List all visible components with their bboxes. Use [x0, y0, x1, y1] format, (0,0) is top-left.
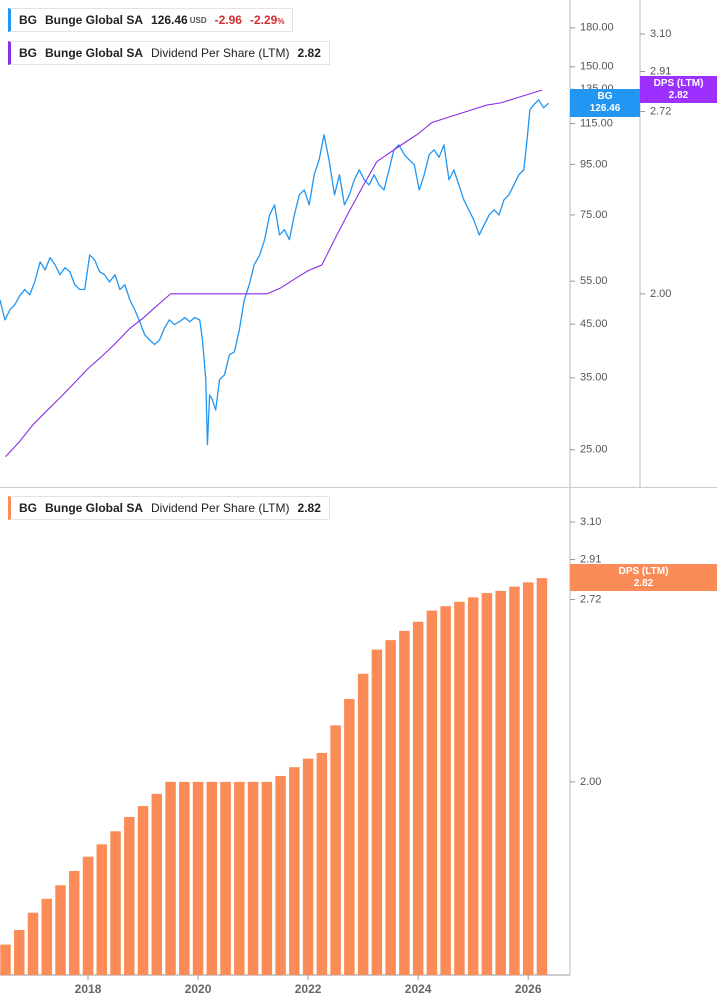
- y-tick-label: 2.00: [650, 288, 671, 300]
- badge-name: DPS (LTM): [618, 565, 669, 577]
- badge-value: 2.82: [633, 577, 654, 589]
- y-tick-label: 95.00: [580, 158, 608, 170]
- legend-change: -2.96: [214, 13, 242, 27]
- bar: [275, 775, 286, 975]
- bar: [14, 929, 25, 975]
- bar: [247, 781, 259, 975]
- y-tick-label: 150.00: [580, 61, 614, 73]
- y-tick-label: 115.00: [580, 117, 613, 129]
- bar: [179, 781, 190, 975]
- bar: [495, 590, 506, 975]
- legend-currency: USD: [189, 15, 207, 25]
- bar: [55, 885, 66, 975]
- bar: [137, 806, 149, 975]
- bar: [151, 793, 163, 975]
- bar: [357, 673, 369, 975]
- y-tick-label: 3.10: [650, 28, 671, 40]
- y-tick-label: 55.00: [580, 275, 608, 287]
- y-tick-label: 180.00: [580, 22, 614, 34]
- bar: [344, 698, 355, 975]
- bar: [261, 781, 273, 975]
- bar: [41, 898, 53, 975]
- legend-company: Bunge Global SA: [45, 46, 144, 60]
- y-tick-label: 2.00: [580, 776, 601, 788]
- legend-value: 2.82: [297, 501, 321, 515]
- bar: [192, 781, 204, 975]
- bar: [124, 816, 135, 975]
- y-tick-label: 2.72: [650, 105, 671, 117]
- badge-name: BG: [597, 91, 613, 102]
- x-tick-label: 2024: [405, 982, 432, 996]
- bar: [27, 912, 39, 975]
- bar: [440, 606, 451, 975]
- y-tick-label: 2.91: [650, 65, 671, 77]
- bar: [509, 586, 520, 975]
- legend-ticker: BG: [19, 13, 37, 27]
- x-tick-label: 2026: [515, 982, 542, 996]
- legend-change-pct-value: -2.29: [249, 13, 278, 27]
- y-tick-label: 35.00: [580, 372, 608, 384]
- badge-name: DPS (LTM): [653, 77, 704, 89]
- legend-ticker: BG: [19, 501, 37, 515]
- bar: [69, 870, 80, 975]
- bar: [206, 781, 218, 975]
- bar: [467, 597, 479, 975]
- legend-dps-line: BG Bunge Global SA Dividend Per Share (L…: [8, 41, 330, 65]
- x-tick-label: 2018: [75, 982, 102, 996]
- bar: [385, 640, 396, 975]
- bar: [316, 752, 328, 975]
- legend-value: 2.82: [297, 46, 321, 60]
- x-tick-label: 2022: [295, 982, 322, 996]
- legend-ticker: BG: [19, 46, 37, 60]
- y-tick-label: 2.91: [580, 553, 601, 565]
- bar: [412, 621, 424, 975]
- bar: [234, 781, 245, 975]
- legend-change-pct: -2.29%: [250, 13, 284, 27]
- legend-dps-bar: BG Bunge Global SA Dividend Per Share (L…: [8, 496, 330, 520]
- bar: [110, 831, 121, 975]
- bar: [0, 944, 11, 975]
- y-tick-label: 45.00: [580, 318, 608, 330]
- legend-pct-sign: %: [277, 17, 285, 26]
- bar: [330, 725, 341, 975]
- bar: [289, 767, 300, 975]
- legend-company: Bunge Global SA: [45, 13, 144, 27]
- series-line: [5, 89, 543, 457]
- badge-value: 2.82: [668, 89, 689, 101]
- dps-bar-badge: DPS (LTM) 2.82: [570, 564, 717, 591]
- bar: [536, 578, 548, 975]
- x-tick-label: 2020: [185, 982, 212, 996]
- bar: [454, 601, 465, 975]
- y-tick-label: 3.10: [580, 516, 601, 528]
- legend-company: Bunge Global SA: [45, 501, 144, 515]
- y-tick-label: 2.72: [580, 593, 601, 605]
- bar: [82, 856, 94, 975]
- bar: [371, 649, 383, 975]
- bar: [220, 781, 231, 975]
- dps-line-badge: DPS (LTM) 2.82: [640, 76, 717, 103]
- legend-price-value: 126.46: [151, 13, 188, 27]
- badge-value: 126.46: [589, 103, 621, 114]
- y-tick-label: 25.00: [580, 444, 608, 456]
- bar: [165, 781, 176, 975]
- bar: [522, 582, 534, 975]
- bar: [96, 844, 108, 975]
- bar: [481, 593, 493, 975]
- legend-metric: Dividend Per Share (LTM): [151, 501, 290, 515]
- bar: [302, 758, 314, 975]
- bar: [426, 610, 438, 975]
- y-tick-label: 75.00: [580, 209, 608, 221]
- bar: [399, 630, 410, 975]
- legend-price: BG Bunge Global SA 126.46 USD -2.96 -2.2…: [8, 8, 294, 32]
- legend-metric: Dividend Per Share (LTM): [151, 46, 290, 60]
- series-line: [0, 99, 549, 446]
- price-badge: BG 126.46: [570, 89, 640, 117]
